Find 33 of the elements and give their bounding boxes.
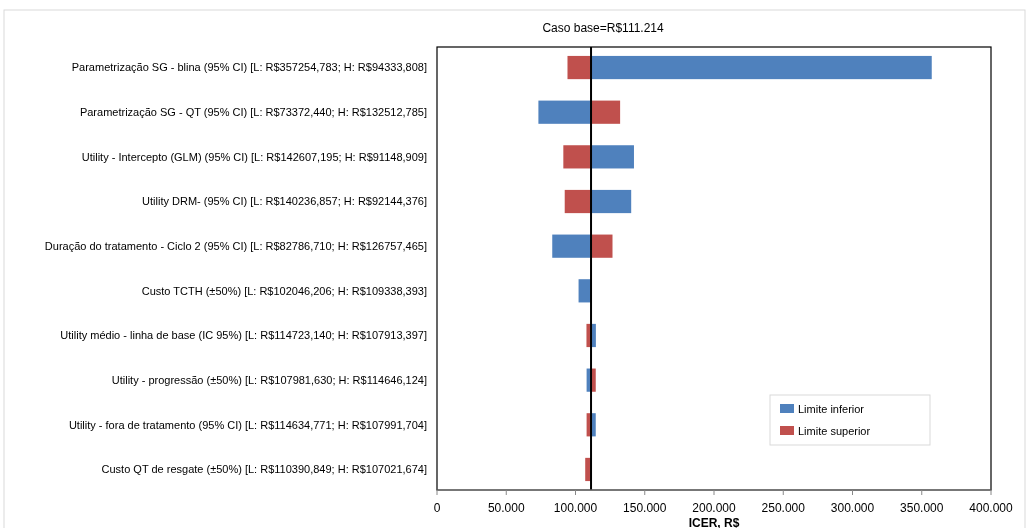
y-tick-label: Utility - Intercepto (GLM) (95% CI) [L: R$142607,195; H: R$91148,909] [81, 150, 427, 163]
y-tick-label: Duração do tratamento - Ciclo 2 (95% CI) [L: R$82786,710; H: R$126757,465] [44, 240, 427, 253]
x-tick-label: 250.000 [761, 501, 806, 515]
x-tick-label: 0 [433, 501, 441, 515]
x-tick-label: 150.000 [623, 501, 667, 515]
y-tick-label: Utility - fora de tratamento (95% CI) [L: R$114634,771; H: R$107991,704] [68, 418, 427, 431]
bar [552, 234, 592, 258]
x-tick-label: 100.000 [553, 501, 598, 515]
bar [591, 189, 632, 214]
bar [591, 145, 634, 169]
bar [538, 100, 592, 124]
x-axis-title: ICER, R$ [688, 516, 740, 528]
x-tick-label: 50.000 [487, 501, 525, 515]
y-tick-label: Utility - progressão (±50%) [L: R$107981,630; H: R$114646,124] [111, 373, 427, 386]
legend-label: Limite superior [798, 424, 871, 437]
x-tick-label: 400.000 [969, 501, 1014, 515]
y-tick-label: Custo TCTH (±50%) [L: R$102046,206; H: R$109338,393] [141, 284, 427, 297]
x-tick-label: 300.000 [830, 501, 875, 515]
legend-label: Limite inferior [798, 402, 865, 415]
ref-line-label: Caso base=R$111.214 [542, 21, 665, 35]
y-tick-label: Custo QT de resgate (±50%) [L: R$110390,849; H: R$107021,674] [101, 463, 427, 476]
y-tick-label: Utility DRM- (95% CI) [L: R$140236,857; H: R$92144,376] [142, 195, 427, 208]
y-tick-label: Parametrização SG - QT (95% CI) [L: R$73372,440; H: R$132512,785] [79, 106, 427, 119]
bar [564, 189, 592, 214]
bar [591, 234, 613, 258]
x-tick-label: 350.000 [900, 501, 944, 515]
bar [567, 55, 592, 80]
bar [591, 55, 932, 80]
bar [563, 145, 592, 169]
x-tick-label: 200.000 [692, 501, 737, 515]
bar [591, 100, 621, 124]
y-tick-label: Utility médio - linha de base (IC 95%) [L: R$114723,140; H: R$107913,397] [60, 329, 427, 342]
y-tick-label: Parametrização SG - blina (95% CI) [L: R$357254,783; H: R$94333,808] [71, 61, 427, 74]
